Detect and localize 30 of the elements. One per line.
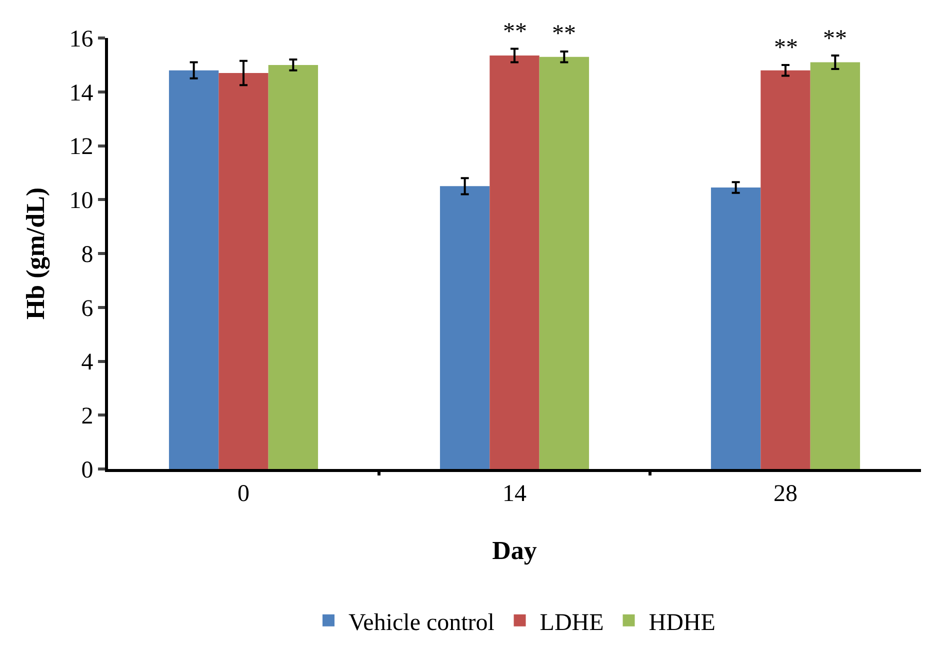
bar — [539, 56, 590, 469]
annotation: ** — [823, 26, 847, 52]
y-tick-label: 8 — [81, 242, 94, 268]
annotation: ** — [774, 35, 798, 61]
x-tick-label: 28 — [774, 480, 798, 507]
y-tick-label: 4 — [81, 350, 94, 376]
bar — [760, 70, 810, 469]
legend-label: Vehicle control — [348, 610, 495, 636]
y-axis-title: Hb (gm/dL) — [21, 187, 50, 320]
bar — [168, 70, 219, 469]
x-tick-label: 14 — [502, 480, 526, 507]
annotation: ** — [552, 21, 576, 47]
y-tick-label: 6 — [81, 296, 94, 322]
y-tick-label: 0 — [81, 457, 94, 484]
legend-label: HDHE — [648, 610, 716, 636]
bar — [218, 73, 268, 469]
y-tick-label: 16 — [69, 26, 94, 52]
bar — [490, 56, 540, 469]
y-tick-label: 10 — [69, 188, 94, 214]
bar — [440, 186, 490, 469]
bar — [710, 188, 761, 469]
y-tick-label: 14 — [69, 80, 94, 106]
bar — [268, 64, 318, 469]
y-tick-label: 2 — [81, 404, 94, 430]
x-axis-title: Day — [492, 536, 537, 565]
x-tick-label: 0 — [238, 480, 250, 507]
annotation: ** — [503, 19, 527, 45]
bar — [810, 62, 860, 469]
legend-label: LDHE — [540, 610, 604, 636]
y-tick-label: 12 — [69, 134, 94, 160]
